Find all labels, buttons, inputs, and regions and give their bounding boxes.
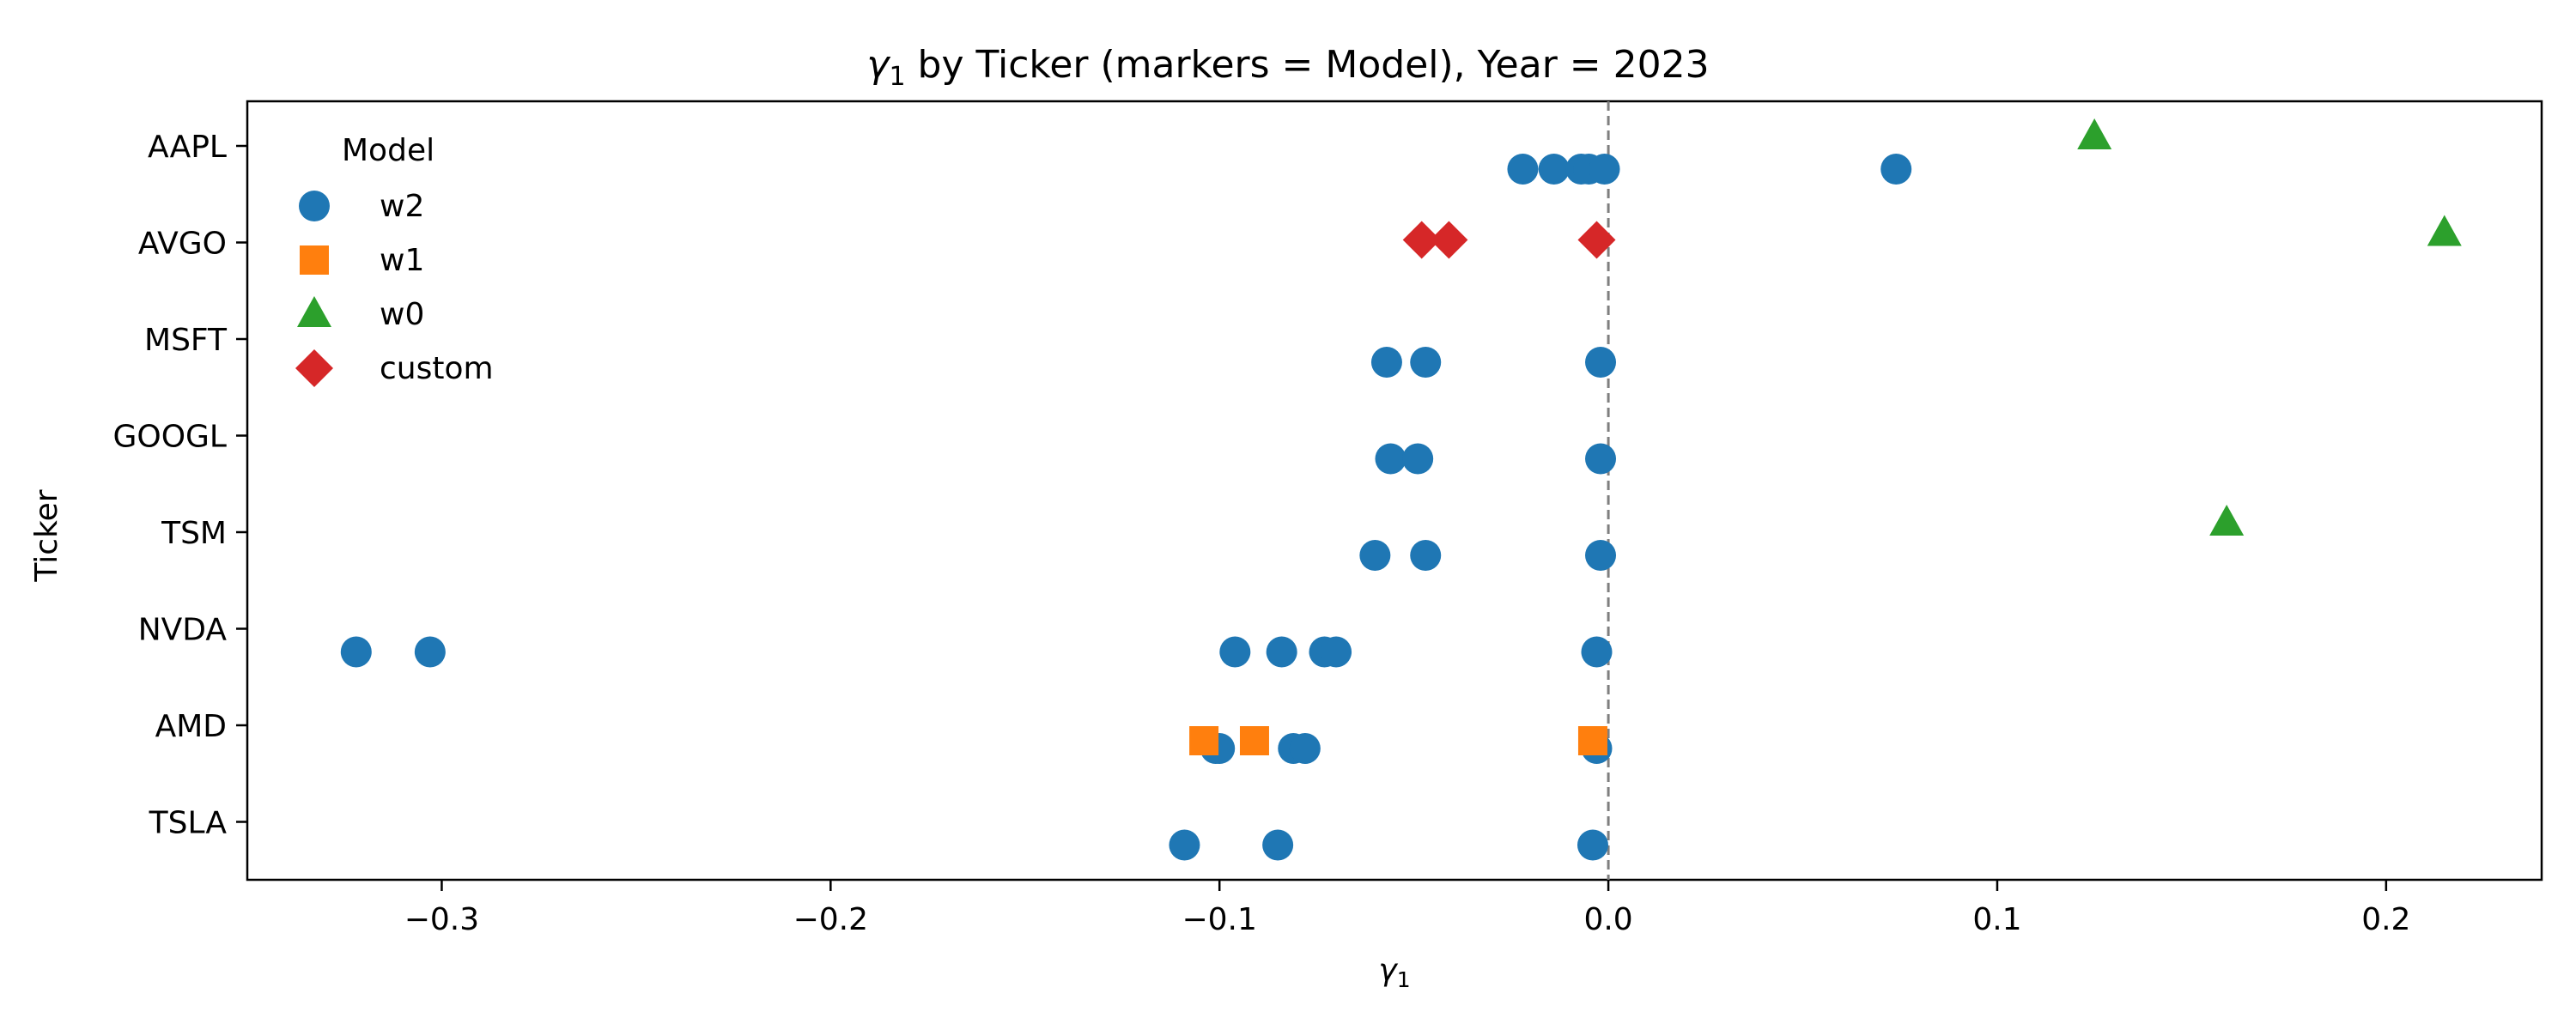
y-axis: AAPL AVGO MSFT GOOGL TSM NVDA AMD TSLA [112,130,247,841]
legend-marker-w0 [297,296,331,327]
data-point-w2-aapl [1880,154,1912,185]
data-point-custom-avgo [1577,221,1616,259]
x-axis: −0.3 −0.2 −0.1 0.0 0.1 0.2 [404,880,2410,937]
data-point-w2-tsla [1262,829,1294,861]
y-tick-label-avgo: AVGO [138,227,227,262]
x-axis-label: γ1 [1378,953,1410,992]
y-tick-label-googl: GOOGL [112,420,227,455]
data-point-w1-amd [1577,726,1607,755]
data-point-w2-nvda [1219,636,1251,668]
data-point-w2-aapl [1507,154,1539,185]
data-point-w2-googl [1402,443,1434,475]
legend-label-w1: w1 [380,243,424,278]
data-point-w1-amd [1189,726,1219,755]
x-tick-label: 0.0 [1583,902,1632,937]
data-point-w2-nvda [1266,636,1297,668]
data-point-w2-nvda [414,636,446,668]
data-point-w2-nvda [340,636,372,668]
y-tick-label-amd: AMD [155,709,227,744]
data-point-w2-amd [1289,733,1321,764]
y-tick-label-tsla: TSLA [149,806,228,841]
x-tick-label: −0.3 [404,902,479,937]
legend: Model w2 w1 w0 custom [295,133,494,387]
data-point-w1-amd [1239,726,1269,755]
plot-area [246,100,2543,882]
data-point-w0-tsm [2209,505,2245,536]
data-point-w2-tsm [1359,540,1391,571]
data-point-w0-aapl [2077,118,2112,149]
data-point-w2-googl [1375,443,1406,475]
data-point-w2-googl [1585,443,1617,475]
legend-label-w2: w2 [380,189,424,224]
data-point-w0-avgo [2427,215,2462,246]
series-w0 [2077,118,2462,536]
data-point-w2-aapl [1589,154,1620,185]
data-point-w2-aapl [1538,154,1570,185]
x-tick-label: −0.2 [793,902,868,937]
chart-title-text: γ1 by Ticker (markers = Model), Year = 2… [866,43,1709,92]
data-point-w2-tsm [1410,540,1442,571]
legend-label-w0: w0 [380,297,424,332]
x-tick-label: −0.1 [1182,902,1256,937]
data-point-custom-avgo [1430,221,1468,259]
x-tick-label: 0.1 [1972,902,2021,937]
x-tick-label: 0.2 [2361,902,2410,937]
data-point-w2-msft [1370,347,1402,378]
y-tick-label-aapl: AAPL [148,130,227,165]
chart-title: γ1 by Ticker (markers = Model), Year = 2… [866,43,1709,92]
data-point-w2-msft [1410,347,1442,378]
data-point-w2-nvda [1321,636,1352,668]
x-axis-label-text: γ1 [1378,953,1410,992]
legend-marker-custom [295,349,333,387]
legend-marker-w1 [300,245,329,275]
data-points [340,118,2462,861]
y-tick-label-nvda: NVDA [138,613,228,648]
legend-marker-w2 [299,191,330,221]
series-w1 [1189,726,1607,755]
data-point-w2-tsla [1169,829,1200,861]
data-point-custom-avgo [1402,221,1441,259]
data-point-w2-nvda [1581,636,1613,668]
y-tick-label-msft: MSFT [144,323,228,358]
legend-title: Model [342,133,434,168]
data-point-w2-tsla [1577,829,1608,861]
data-point-w2-tsm [1585,540,1617,571]
data-point-w2-msft [1585,347,1617,378]
series-w2 [340,154,1912,861]
legend-label-custom: custom [380,351,494,386]
series-custom [1402,221,1616,259]
y-axis-label: Ticker [29,489,64,582]
y-tick-label-tsm: TSM [161,516,227,551]
